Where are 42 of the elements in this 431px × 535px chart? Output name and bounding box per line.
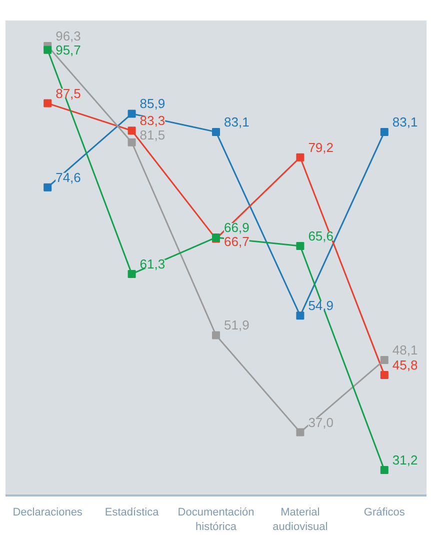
data-label: 83,3 xyxy=(140,113,166,128)
data-label: 83,1 xyxy=(224,114,250,130)
data-label: 37,0 xyxy=(308,414,334,430)
point xyxy=(380,370,388,379)
data-label: 66,9 xyxy=(224,220,250,235)
point xyxy=(296,242,304,250)
x-tick-label: Documentación histórica xyxy=(178,506,254,533)
data-label: 95,7 xyxy=(56,42,81,58)
point xyxy=(128,126,136,135)
point xyxy=(296,312,304,320)
point xyxy=(296,153,304,162)
data-label: 61,3 xyxy=(140,256,166,272)
data-label: 74,6 xyxy=(56,170,81,185)
point xyxy=(128,138,136,146)
x-tick-label: Gráficos xyxy=(364,506,406,518)
data-label: 96,3 xyxy=(56,28,81,44)
data-label: 85,9 xyxy=(140,96,166,112)
point xyxy=(44,183,52,192)
data-label: 31,2 xyxy=(392,452,418,468)
x-tick-label: Declaraciones xyxy=(12,506,83,518)
x-tick-label: Material audiovisual xyxy=(272,506,328,533)
data-label: 87,5 xyxy=(56,86,81,101)
point xyxy=(128,110,136,118)
data-label: 54,9 xyxy=(308,298,334,314)
point xyxy=(380,466,388,474)
data-label: 83,1 xyxy=(392,114,418,130)
x-tick-label: Estadística xyxy=(104,506,160,518)
point xyxy=(380,356,388,364)
data-label: 81,5 xyxy=(140,127,166,142)
data-label: 79,2 xyxy=(308,140,334,155)
point xyxy=(380,128,388,136)
data-label: 65,6 xyxy=(308,228,334,244)
point xyxy=(212,331,220,340)
data-label: 48,1 xyxy=(392,342,418,358)
point xyxy=(296,428,304,436)
point xyxy=(44,46,52,54)
point xyxy=(212,128,220,136)
data-label: 45,8 xyxy=(392,357,418,372)
point xyxy=(128,270,136,278)
data-label: 51,9 xyxy=(224,318,250,333)
data-label: 66,7 xyxy=(224,234,250,250)
point xyxy=(44,99,52,108)
